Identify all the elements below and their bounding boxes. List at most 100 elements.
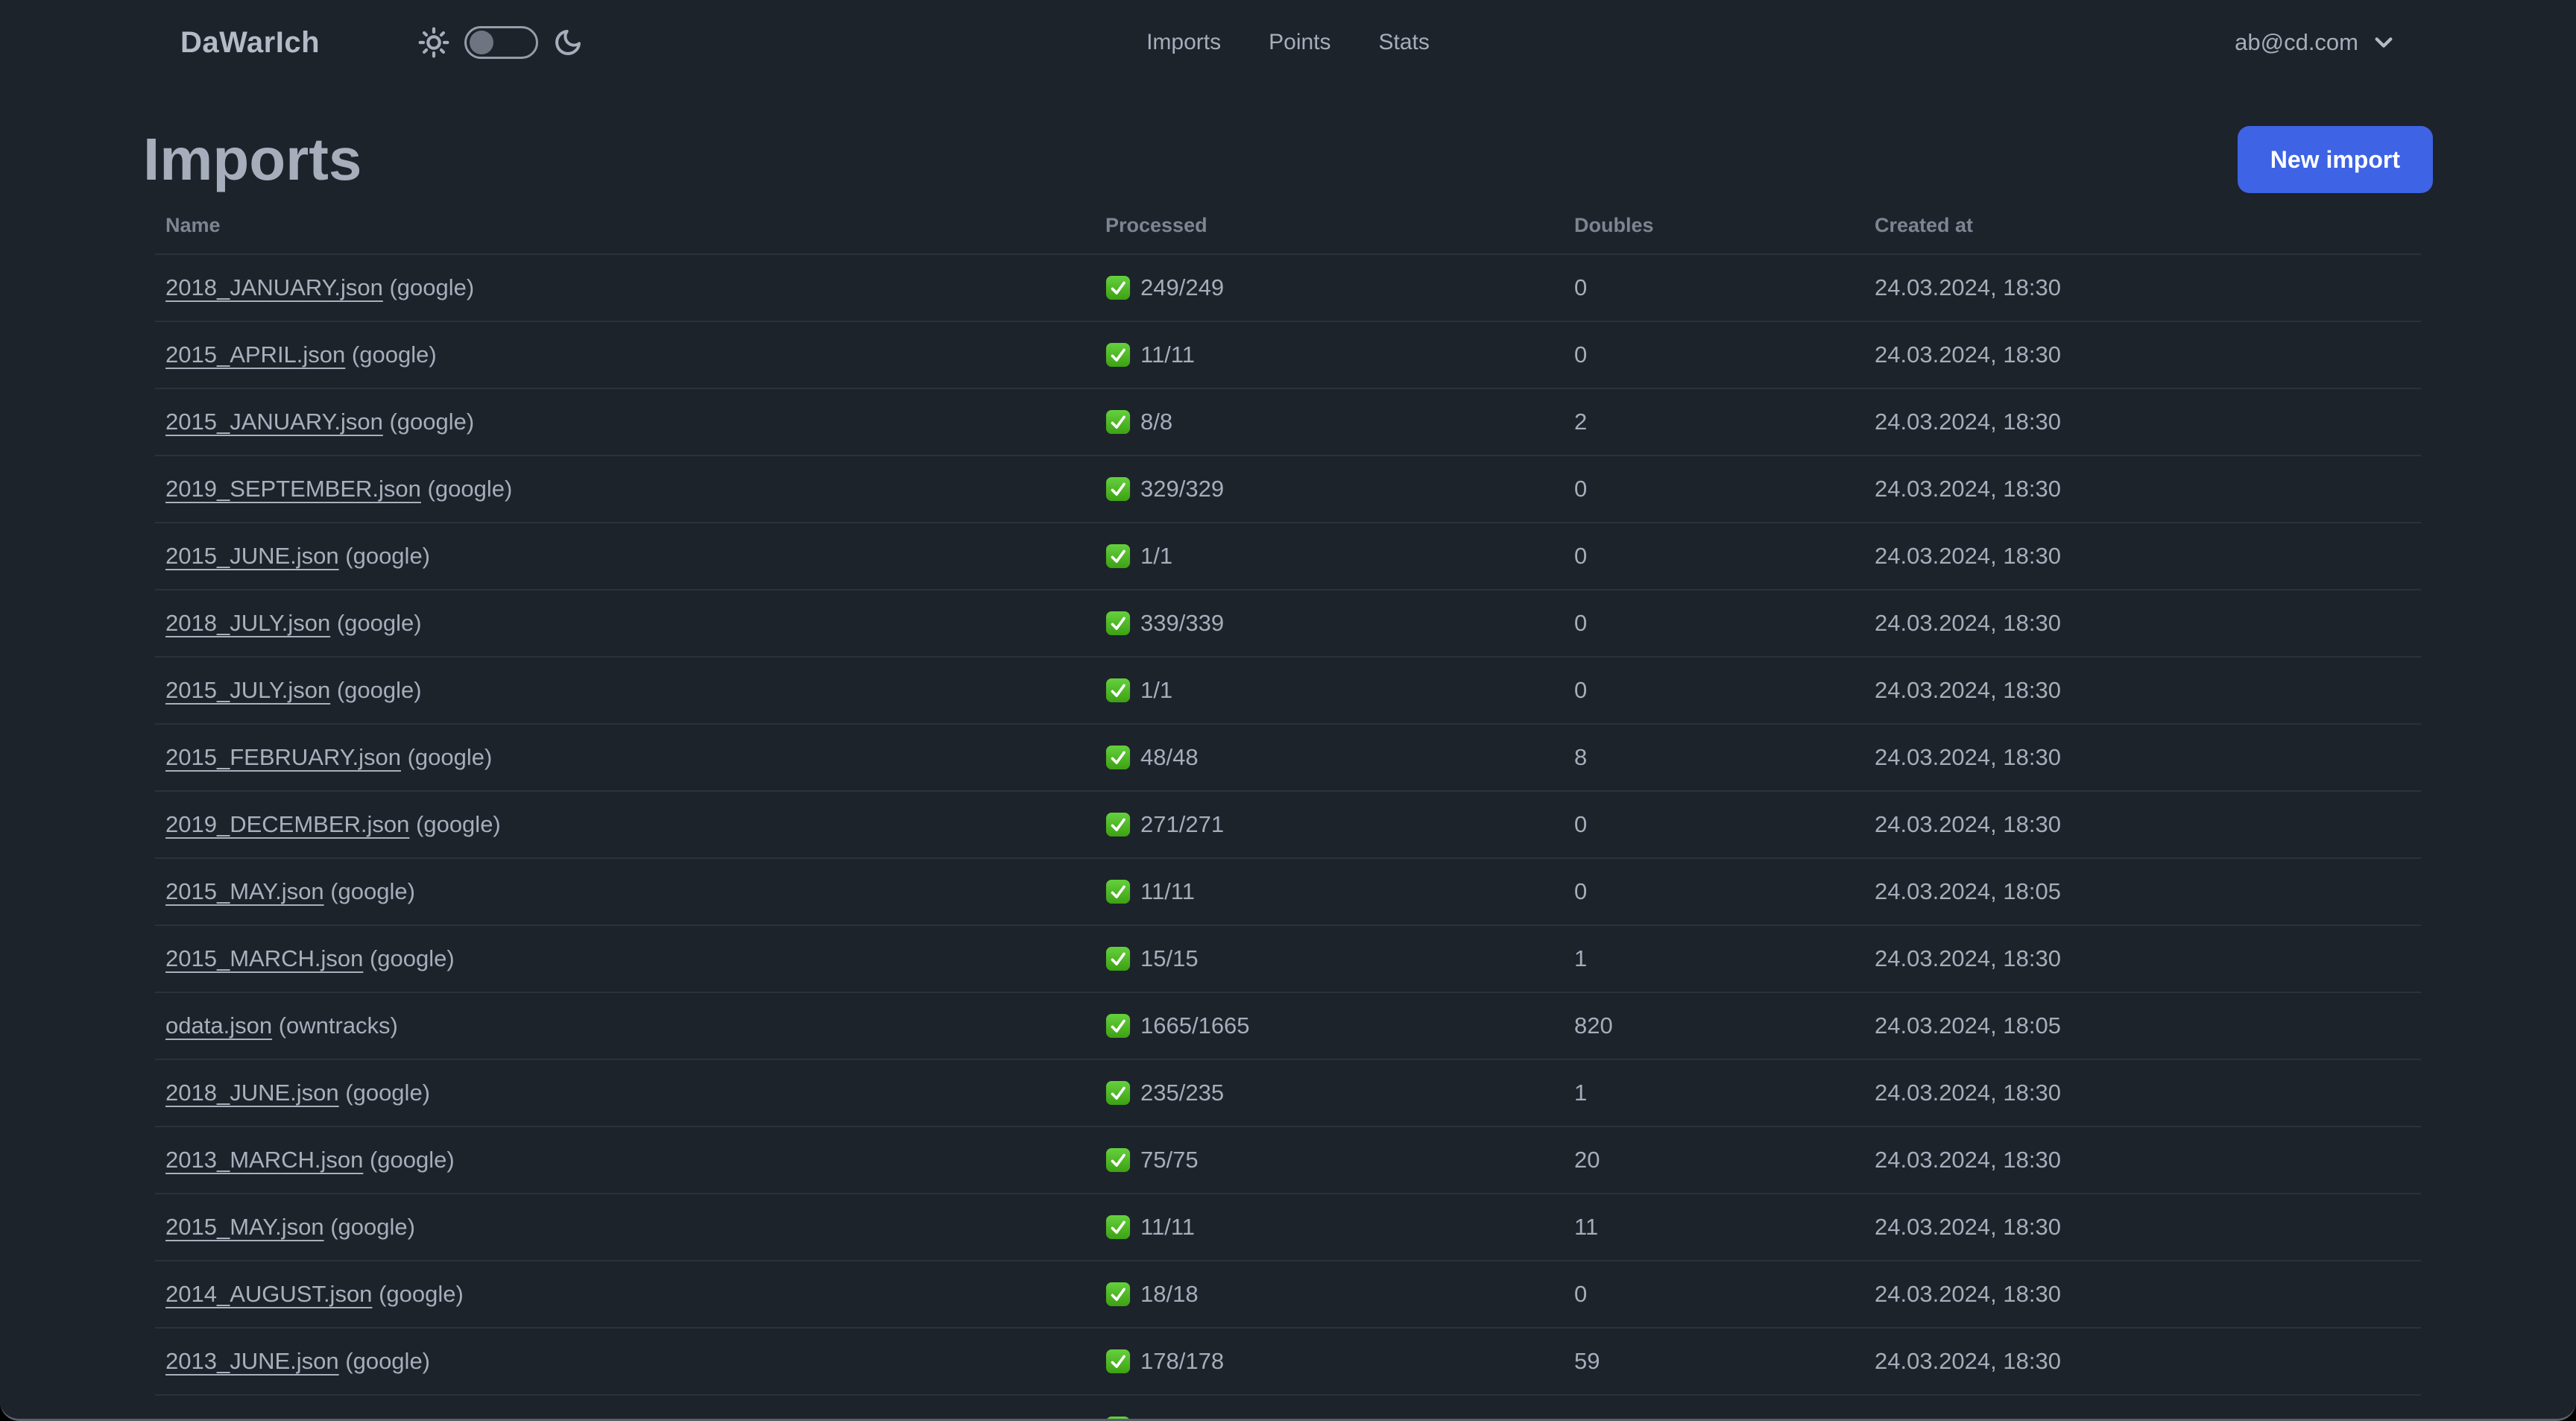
table-row: 2014_AUGUST.json (google) 18/18 0 <box>155 1261 2421 1329</box>
check-mark-button-icon <box>1105 409 1131 435</box>
import-source-label: (google) <box>369 945 455 971</box>
import-file-link[interactable]: 2015_MAY.json <box>165 878 324 904</box>
name-cell: odata.json (owntracks) <box>155 992 1095 1060</box>
doubles-cell: 0 <box>1564 523 1864 590</box>
import-file-link[interactable]: 2015_FEBRUARY.json <box>165 744 401 770</box>
column-header-created-at: Created at <box>1864 197 2421 255</box>
import-source-label: (google) <box>345 1080 431 1106</box>
import-source-label: (google) <box>345 543 431 569</box>
import-file-link[interactable]: 2014_AUGUST.json <box>165 1281 373 1307</box>
import-file-link[interactable]: 2013_JUNE.json <box>165 1348 339 1374</box>
page-header: Imports New import <box>143 122 2433 197</box>
processed-cell: 11/11 <box>1095 1194 1564 1261</box>
created-at-cell: 24.03.2024, 18:30 <box>1864 1127 2421 1194</box>
chevron-down-icon <box>2372 31 2396 54</box>
processed-cell: 271/271 <box>1095 791 1564 859</box>
table-row: 2018_JUNE.json (google) 235/235 1 <box>155 1059 2421 1127</box>
created-at-cell: 24.03.2024, 18:30 <box>1864 523 2421 590</box>
check-mark-button-icon <box>1105 1214 1131 1240</box>
processed-cell: 8/8 <box>1095 388 1564 456</box>
theme-toggle[interactable] <box>464 26 539 59</box>
name-cell: 2018_JANUARY.json (google) <box>155 254 1095 322</box>
check-mark-button-icon <box>1105 812 1131 837</box>
check-mark-button-icon <box>1105 275 1131 300</box>
processed-cell: 48/48 <box>1095 724 1564 792</box>
nav-link-imports[interactable]: Imports <box>1146 30 1222 54</box>
app-logo[interactable]: DaWarIch <box>180 25 321 59</box>
import-source-label: (google) <box>407 744 493 770</box>
import-file-link[interactable]: 2019_SEPTEMBER.json <box>165 476 421 502</box>
processed-cell: 329/329 <box>1095 456 1564 523</box>
name-cell: 2018_JUNE.json (google) <box>155 1059 1095 1127</box>
processed-cell: 1/1 <box>1095 523 1564 590</box>
name-cell: 2014_AUGUST.json (google) <box>155 1261 1095 1329</box>
import-file-link[interactable]: odata.json <box>165 1012 273 1039</box>
doubles-cell <box>1564 1395 1864 1419</box>
table-row: 2019_SEPTEMBER.json (google) 329/329 <box>155 456 2421 523</box>
created-at-cell: 24.03.2024, 18:30 <box>1864 254 2421 322</box>
processed-count: 75/75 <box>1140 1147 1199 1173</box>
check-mark-button-icon <box>1105 342 1131 368</box>
name-cell: 2015_APRIL.json (google) <box>155 321 1095 389</box>
new-import-button[interactable]: New import <box>2237 126 2433 193</box>
import-source-label: (google) <box>379 1281 464 1307</box>
nav-link-points[interactable]: Points <box>1269 30 1331 54</box>
user-menu[interactable]: ab@cd.com <box>2235 29 2396 56</box>
table-row: 2013_MARCH.json (google) 75/75 20 <box>155 1127 2421 1194</box>
import-source-label: (google) <box>389 274 475 300</box>
processed-cell: 1/1 <box>1095 657 1564 725</box>
processed-cell: 339/339 <box>1095 590 1564 658</box>
processed-cell: 11/11 <box>1095 321 1564 389</box>
doubles-cell: 0 <box>1564 858 1864 926</box>
import-file-link[interactable]: 2015_JUNE.json <box>165 543 339 569</box>
created-at-cell: 24.03.2024, 18:30 <box>1864 1328 2421 1396</box>
import-file-link[interactable]: 2018_JUNE.json <box>165 1080 339 1106</box>
check-mark-button-icon <box>1105 611 1131 636</box>
doubles-cell: 0 <box>1564 254 1864 322</box>
import-file-link[interactable]: 2019_DECEMBER.json <box>165 811 410 837</box>
import-file-link[interactable]: 2013_MARCH.json <box>165 1147 364 1173</box>
import-file-link[interactable]: 2018_JANUARY.json <box>165 274 383 300</box>
import-file-link[interactable]: 2015_APRIL.json <box>165 341 346 368</box>
import-file-link[interactable]: 2015_MAY.json <box>165 1214 324 1240</box>
name-cell: 2013_JUNE.json (google) <box>155 1328 1095 1396</box>
import-file-link[interactable]: 2015_JULY.json <box>165 677 331 703</box>
check-mark-button-icon <box>1105 879 1131 904</box>
check-mark-button-icon <box>1105 476 1131 502</box>
table-row-partial <box>155 1395 2421 1419</box>
import-source-label: (owntracks) <box>278 1012 398 1039</box>
doubles-cell: 0 <box>1564 590 1864 658</box>
table-row: 2015_APRIL.json (google) 11/11 0 <box>155 321 2421 389</box>
created-at-cell: 24.03.2024, 18:30 <box>1864 925 2421 993</box>
table-row: 2015_JULY.json (google) 1/1 0 <box>155 657 2421 725</box>
import-file-link[interactable]: 2015_MARCH.json <box>165 945 364 971</box>
import-source-label: (google) <box>345 1348 431 1374</box>
table-row: 2019_DECEMBER.json (google) 271/271 <box>155 791 2421 859</box>
processed-count: 249/249 <box>1140 274 1225 300</box>
created-at-cell: 24.03.2024, 18:30 <box>1864 388 2421 456</box>
import-file-link[interactable]: 2018_JULY.json <box>165 610 331 636</box>
doubles-cell: 2 <box>1564 388 1864 456</box>
doubles-cell: 8 <box>1564 724 1864 792</box>
name-cell: 2013_MARCH.json (google) <box>155 1127 1095 1194</box>
processed-cell: 235/235 <box>1095 1059 1564 1127</box>
column-header-doubles: Doubles <box>1564 197 1864 255</box>
processed-count: 48/48 <box>1140 744 1199 770</box>
processed-count: 15/15 <box>1140 945 1199 971</box>
processed-count: 235/235 <box>1140 1080 1225 1106</box>
import-source-label: (google) <box>330 878 415 904</box>
check-mark-button-icon <box>1105 946 1131 971</box>
processed-count: 11/11 <box>1140 341 1195 368</box>
name-cell <box>155 1395 1095 1419</box>
created-at-cell <box>1864 1395 2421 1419</box>
doubles-cell: 20 <box>1564 1127 1864 1194</box>
processed-cell: 11/11 <box>1095 858 1564 926</box>
processed-cell: 15/15 <box>1095 925 1564 993</box>
processed-count: 271/271 <box>1140 811 1225 837</box>
import-file-link[interactable]: 2015_JANUARY.json <box>165 409 383 435</box>
processed-cell: 1665/1665 <box>1095 992 1564 1060</box>
nav-link-stats[interactable]: Stats <box>1378 30 1430 54</box>
created-at-cell: 24.03.2024, 18:30 <box>1864 456 2421 523</box>
page-title: Imports <box>143 126 362 192</box>
name-cell: 2015_JUNE.json (google) <box>155 523 1095 590</box>
